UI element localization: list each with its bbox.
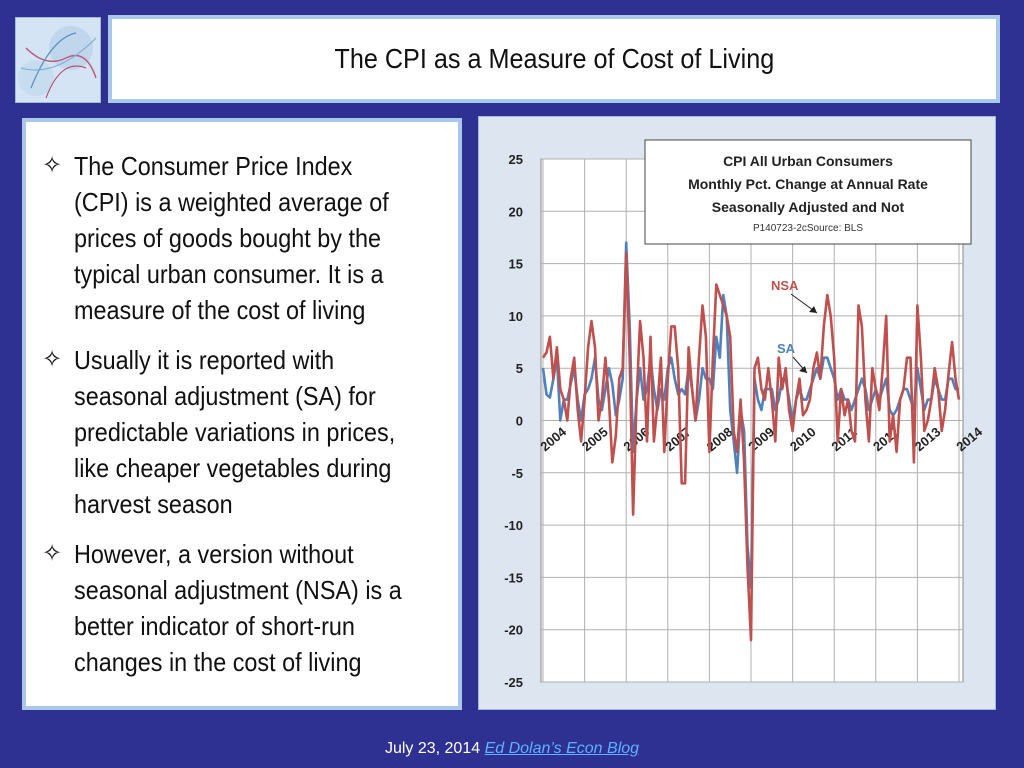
four-point-star-outline-icon: ✧ [42, 540, 63, 567]
logo-image [15, 17, 101, 103]
chart-title-box [644, 139, 972, 245]
bullet-item: ✧ The Consumer Price Index (CPI) is a we… [42, 148, 448, 328]
chart-title-line: Monthly Pct. Change at Annual Rate [688, 176, 928, 192]
title-box: The CPI as a Measure of Cost of Living [108, 15, 1000, 103]
y-tick-label: 0 [516, 414, 523, 429]
y-tick-label: 25 [509, 152, 523, 167]
chart-subtitle: P140723-2cSource: BLS [753, 223, 863, 234]
series-line-nsa [541, 251, 961, 642]
chart-title-line: Seasonally Adjusted and Not [712, 199, 905, 215]
logo-graphic [16, 18, 100, 102]
footer: July 23, 2014 Ed Dolan’s Econ Blog [0, 740, 1024, 758]
y-tick-label: -20 [504, 623, 523, 638]
y-tick-label: -10 [504, 518, 523, 533]
bullet-item: ✧ However, a version without seasonal ad… [42, 536, 448, 680]
chart-frame: 25 20 15 10 5 0 -5 -10 -15 -20 -25 2004 2005 2006 2007… [478, 116, 996, 710]
four-point-star-outline-icon: ✧ [42, 152, 63, 179]
bullet-text: However, a version without seasonal adju… [74, 539, 402, 677]
y-tick-label: 15 [509, 257, 523, 272]
bullet-item: ✧ Usually it is reported with seasonal a… [42, 342, 448, 522]
annotation-arrowhead-nsa [809, 306, 817, 313]
y-tick-label: 20 [509, 204, 523, 219]
footer-link[interactable]: Ed Dolan’s Econ Blog [484, 740, 640, 757]
y-tick-label: -15 [504, 570, 523, 585]
footer-date: July 23, 2014 [384, 740, 481, 757]
y-tick-label: 10 [509, 309, 523, 324]
annotation-label-nsa: NSA [771, 278, 799, 293]
y-tick-label: 5 [516, 361, 523, 376]
slide-title: The CPI as a Measure of Cost of Living [334, 43, 774, 74]
chart-title-line: CPI All Urban Consumers [723, 153, 893, 169]
bullet-panel: ✧ The Consumer Price Index (CPI) is a we… [22, 118, 462, 710]
bullet-text: Usually it is reported with seasonal adj… [74, 345, 396, 519]
y-tick-label: -25 [504, 675, 523, 690]
annotation-label-sa: SA [777, 341, 796, 356]
y-tick-label: -5 [511, 466, 523, 481]
bullet-text: The Consumer Price Index (CPI) is a weig… [74, 151, 389, 325]
four-point-star-outline-icon: ✧ [42, 346, 63, 373]
annotation-arrowhead-sa [799, 366, 807, 373]
